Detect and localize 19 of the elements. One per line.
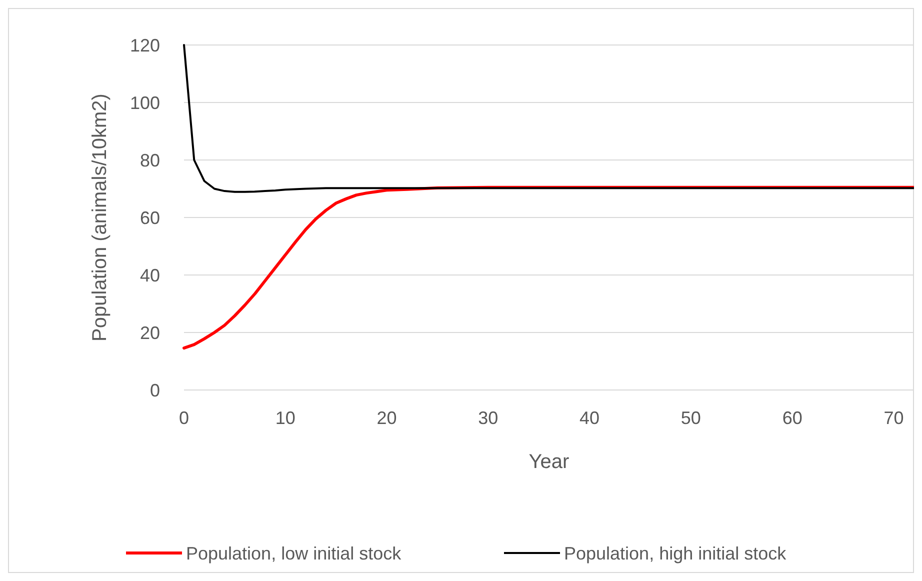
y-tick-label: 120 [130,35,160,56]
y-tick-label: 40 [140,265,160,286]
x-tick-label: 50 [680,408,701,428]
x-tick-label: 30 [478,408,498,428]
x-tick-label: 40 [580,408,600,428]
y-tick-label: 100 [130,92,160,113]
x-tick-label: 20 [376,408,397,428]
legend-label: Population, low initial stock [186,543,402,564]
x-axis-title: Year [528,451,570,473]
x-tick-label: 60 [782,408,802,428]
y-tick-label: 60 [140,208,160,228]
y-tick-label: 0 [150,380,160,400]
y-tick-label: 80 [140,150,160,170]
x-tick-label: 0 [178,408,190,428]
y-axis-title: Population (animals/10km2) [89,94,111,342]
legend-label: Population, high initial stock [564,543,788,564]
x-tick-label: 70 [884,408,904,428]
y-tick-label: 20 [140,322,160,343]
x-tick-label: 10 [275,408,296,428]
